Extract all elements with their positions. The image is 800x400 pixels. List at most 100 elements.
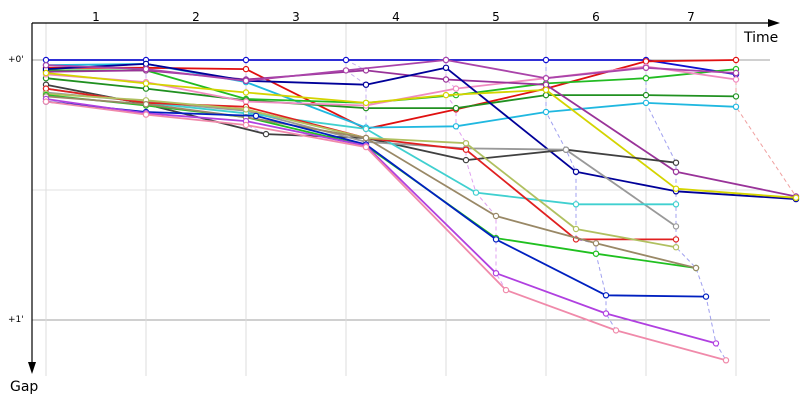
x-axis-arrow xyxy=(768,19,780,27)
series-17-point-4 xyxy=(492,236,500,243)
series-7-point-4 xyxy=(442,64,450,72)
series-4-point-1 xyxy=(142,85,150,92)
series-9-point-0 xyxy=(42,61,50,69)
lap-label-1: 1 xyxy=(92,10,100,24)
series-19-point-0 xyxy=(42,98,50,105)
lap-label-6: 6 xyxy=(592,10,600,24)
series-line-1 xyxy=(46,59,737,130)
series-14 xyxy=(42,90,680,251)
series-2-point-7 xyxy=(732,103,740,111)
series-16-point-1 xyxy=(142,100,150,108)
y-axis-arrow xyxy=(28,362,36,374)
series-5-point-7 xyxy=(732,76,740,83)
series-0-point-2 xyxy=(242,56,250,64)
series-17-point-6 xyxy=(702,293,710,300)
series-16-point-3 xyxy=(362,134,370,142)
series-14-point-2 xyxy=(242,106,250,113)
lap-labels-layer: 1 2 3 4 5 6 7 xyxy=(92,10,695,24)
series-17-point-5 xyxy=(602,292,610,299)
series-2-point-5 xyxy=(542,108,550,116)
series-6 xyxy=(42,67,800,200)
series-19-point-5 xyxy=(612,327,620,334)
series-19-point-2 xyxy=(242,121,250,129)
series-line-3 xyxy=(46,68,737,104)
series-9-point-4 xyxy=(442,56,450,64)
series-7-point-3 xyxy=(362,81,370,88)
series-11-point-6 xyxy=(672,223,680,230)
series-15-point-5 xyxy=(592,250,600,257)
series-18-point-6 xyxy=(712,340,720,347)
series-6-point-4 xyxy=(442,76,450,83)
series-16-point-6 xyxy=(692,264,700,272)
series-2-point-6 xyxy=(642,99,650,107)
lap-connector-5 xyxy=(545,60,617,331)
series-12-point-3 xyxy=(362,125,370,133)
lap-label-5: 5 xyxy=(492,10,500,24)
series-19-point-3 xyxy=(362,143,370,151)
series-19 xyxy=(42,98,730,364)
series-16-point-4 xyxy=(492,212,500,220)
y-tick-label-1: +1' xyxy=(8,315,24,325)
x-axis-title: Time xyxy=(743,30,778,46)
lap-label-2: 2 xyxy=(192,10,200,24)
series-18-point-5 xyxy=(602,310,610,317)
series-8-point-4 xyxy=(442,91,450,99)
series-8-point-2 xyxy=(242,89,250,96)
series-14-point-5 xyxy=(572,225,580,233)
series-4-point-6 xyxy=(642,91,650,99)
series-0-point-5 xyxy=(542,56,550,64)
axes-layer: Time Gap xyxy=(10,19,780,395)
series-9-point-6 xyxy=(642,64,650,72)
lap-label-3: 3 xyxy=(292,10,300,24)
series-9 xyxy=(42,56,740,85)
series-10-point-6 xyxy=(672,159,680,166)
series-line-7 xyxy=(45,63,797,200)
series-4-point-4 xyxy=(452,104,460,112)
lap-label-4: 4 xyxy=(392,10,400,24)
series-8-point-7 xyxy=(792,194,800,201)
series-18-point-4 xyxy=(492,270,500,277)
series-line-9 xyxy=(45,59,737,82)
series-10-point-2 xyxy=(262,130,270,138)
series-19-point-1 xyxy=(142,111,150,118)
series-12-point-6 xyxy=(672,201,680,208)
series-8-point-3 xyxy=(362,99,370,107)
series-9-point-5 xyxy=(542,74,550,82)
series-line-10 xyxy=(45,83,677,164)
series-11-point-5 xyxy=(562,146,570,153)
series-line-8 xyxy=(45,72,797,199)
series-4 xyxy=(42,74,740,112)
series-13-point-0 xyxy=(42,85,50,92)
series-line-0 xyxy=(46,59,737,76)
series-4-point-5 xyxy=(542,91,550,99)
series-7 xyxy=(42,60,800,203)
series-9-point-7 xyxy=(732,69,740,77)
series-layer xyxy=(42,56,800,364)
series-13-point-4 xyxy=(462,146,470,153)
series-4-point-7 xyxy=(732,93,740,100)
series-14-point-6 xyxy=(672,243,680,251)
series-8-point-5 xyxy=(542,86,550,94)
series-8-point-1 xyxy=(142,80,150,87)
series-1-point-2 xyxy=(242,65,250,73)
series-13-point-6 xyxy=(672,236,680,243)
lap-lines-layer xyxy=(45,23,737,376)
series-line-17 xyxy=(45,100,707,298)
series-12-point-4 xyxy=(472,189,480,196)
series-18 xyxy=(42,95,720,347)
series-0-point-0 xyxy=(42,56,50,64)
series-8-point-6 xyxy=(672,185,680,192)
series-6-point-5 xyxy=(542,81,550,88)
lap-connector-7 xyxy=(735,60,797,200)
series-6-point-6 xyxy=(672,168,680,175)
series-3-point-6 xyxy=(642,74,650,82)
series-1-point-7 xyxy=(732,56,740,64)
lap-label-7: 7 xyxy=(687,10,695,24)
series-17 xyxy=(42,98,710,300)
series-8-point-0 xyxy=(42,69,50,77)
series-line-4 xyxy=(45,77,737,109)
series-1-point-6 xyxy=(642,58,650,65)
series-7-point-1 xyxy=(142,60,150,68)
